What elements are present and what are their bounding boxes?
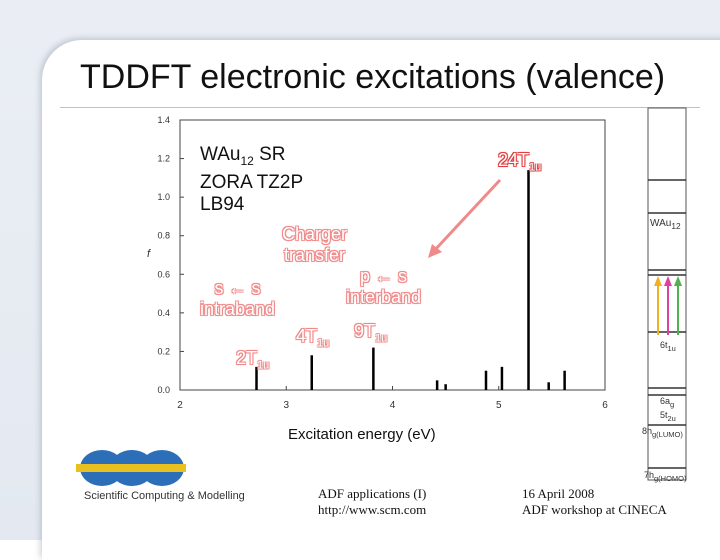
y-tick-label: 0.0 — [157, 385, 170, 395]
y-tick-label: 1.0 — [157, 192, 170, 202]
spectrum-chart: 0.0 0.2 0.4 0.6 0.8 1.0 1.2 1.4 2 3 4 5 6 f — [147, 107, 687, 481]
x-axis-label: Excitation energy (eV) — [288, 426, 436, 443]
peak-label-24t1u: 24T1u — [498, 150, 542, 174]
x-tick-label: 2 — [177, 400, 183, 411]
x-axis: 2 3 4 5 6 — [177, 386, 608, 411]
y-tick-label: 1.2 — [157, 154, 170, 164]
legend-line-2: ZORA TZ2P — [200, 171, 304, 193]
annotation-arrow-24t — [428, 178, 502, 258]
plot-area — [179, 119, 606, 391]
legend-box: WAu12 SR ZORA TZ2P LB94 — [200, 144, 303, 216]
y-tick-label: 0.4 — [157, 308, 170, 318]
peak-label-2t1u: 2T1u — [236, 348, 270, 372]
legend-line-1: WAu12 SR — [200, 144, 286, 168]
y-axis-label: f — [147, 248, 151, 260]
scm-logo — [76, 450, 186, 486]
mo-label-5t2u: 5t2u — [660, 410, 676, 423]
mo-label-6t1u: 6t1u — [660, 340, 676, 353]
x-tick-label: 3 — [283, 400, 289, 411]
logo-text: Scientific Computing & Modelling — [84, 490, 245, 502]
y-axis: 0.0 0.2 0.4 0.6 0.8 1.0 1.2 1.4 — [157, 115, 184, 395]
title-divider — [60, 107, 700, 108]
footer-right: 16 April 2008 ADF workshop at CINECA — [522, 486, 667, 517]
ss-intraband-annotation: s ← s intraband — [200, 278, 276, 319]
slide-title: TDDFT electronic excitations (valence) — [80, 58, 666, 96]
y-tick-label: 0.6 — [157, 269, 170, 279]
y-tick-label: 0.8 — [157, 231, 170, 241]
mo-label-7hg-homo: 7hg(HOMO) — [644, 470, 687, 483]
ps-interband-annotation: p ← s interband — [346, 266, 422, 307]
peak-label-4t1u: 4T1u — [296, 326, 330, 350]
peak-label-9t1u: 9T1u — [354, 321, 388, 345]
y-tick-label: 1.4 — [157, 115, 170, 125]
legend-line-3: LB94 — [200, 193, 245, 215]
peak-series — [255, 170, 566, 390]
charge-transfer-annotation: Charger transfer — [282, 224, 348, 265]
mo-label-wau12: WAu12 — [650, 218, 681, 231]
mo-label-6ag: 6ag — [660, 396, 675, 409]
mo-label-8hg-lumo: 8hg(LUMO) — [642, 426, 683, 439]
y-tick-label: 0.2 — [157, 346, 170, 356]
footer-center: ADF applications (I) http://www.scm.com — [318, 486, 427, 517]
x-tick-label: 5 — [496, 400, 502, 411]
x-tick-label: 6 — [602, 400, 608, 411]
x-tick-label: 4 — [390, 400, 396, 411]
mo-diagram — [647, 107, 687, 481]
